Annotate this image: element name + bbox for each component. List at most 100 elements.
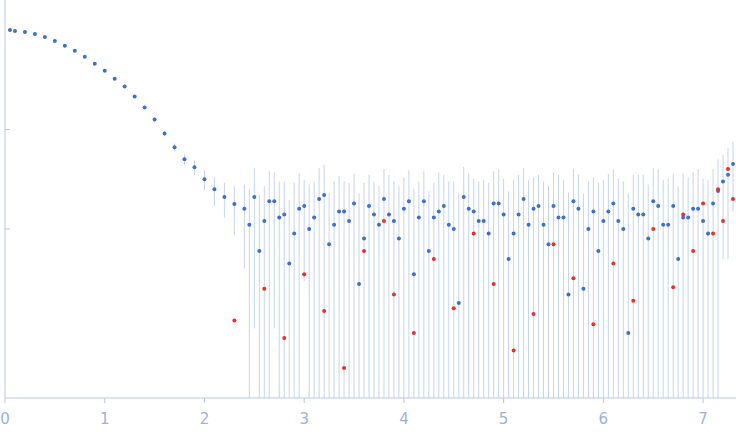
data-point [352,202,356,206]
data-point [706,232,710,236]
error-bar [598,183,599,398]
data-point [133,95,137,99]
error-bar [289,200,290,398]
data-point [497,202,501,206]
data-point [686,216,690,220]
data-point [636,212,640,216]
error-bar [478,181,479,398]
data-point [262,287,266,291]
data-point [432,257,436,261]
data-point [492,282,496,286]
error-bar [453,181,454,398]
error-bar [304,180,305,281]
data-point [387,212,391,216]
error-bar [538,175,539,398]
x-tick [104,398,105,403]
data-point [382,219,386,223]
data-point [472,232,476,236]
error-bar [603,180,604,398]
data-point [616,219,620,223]
error-bar [408,170,409,398]
data-point [242,207,246,211]
data-point [153,117,157,121]
data-point [113,77,117,81]
error-bar [463,167,464,398]
data-point [342,366,346,370]
data-point [417,216,421,220]
x-tick [204,398,205,403]
error-bar [513,180,514,398]
data-point [427,249,431,253]
error-bar [369,175,370,398]
data-point [392,219,396,223]
data-point [576,207,580,211]
data-point [571,199,575,203]
data-point [83,55,87,59]
error-bar [528,180,529,398]
data-point [601,219,605,223]
error-bar [398,186,399,398]
error-bar [483,180,484,398]
data-point [272,199,276,203]
data-point [297,207,301,211]
data-point [43,35,47,39]
data-point [671,285,675,289]
data-point [307,227,311,231]
data-point [317,197,321,201]
x-tick [703,398,704,403]
data-point [656,204,660,208]
error-bar [523,168,524,398]
data-point [547,242,551,246]
x-tick-label: 2 [200,410,210,428]
data-point [701,202,705,206]
error-bar [274,172,275,328]
data-point [701,219,705,223]
data-point [173,145,177,149]
error-bar [648,184,649,398]
error-bar [728,148,729,259]
error-bar [683,174,684,398]
data-point [512,232,516,236]
x-tick-label: 7 [698,410,708,428]
data-point [412,331,416,335]
data-point [372,212,376,216]
data-point [367,204,371,208]
data-point [53,39,57,43]
data-point [631,207,635,211]
error-bar [628,193,629,398]
data-point [392,292,396,296]
data-point [262,219,266,223]
data-point [691,207,695,211]
x-tick-label: 3 [299,410,309,428]
error-bar [698,169,699,398]
data-point [671,204,675,208]
data-point [591,322,595,326]
error-bar [319,168,320,398]
error-bar [443,175,444,398]
data-point [407,199,411,203]
data-point [611,261,615,265]
data-point [452,227,456,231]
x-tick [603,398,604,403]
error-bar [324,165,325,398]
data-point [183,157,187,161]
error-bar [378,186,379,398]
data-point [581,287,585,291]
data-point [342,209,346,213]
data-point [641,212,645,216]
error-bar [573,169,574,398]
error-bar [413,189,414,398]
data-point [267,199,271,203]
data-point [247,223,251,227]
x-tick-label: 1 [100,410,110,428]
error-bar [693,172,694,398]
data-point [596,249,600,253]
data-point [23,30,27,34]
data-point [232,319,236,323]
error-bar [618,179,619,398]
error-bar [359,193,360,398]
data-point [661,223,665,227]
data-point [696,207,700,211]
error-bar [668,179,669,398]
data-point [532,207,536,211]
